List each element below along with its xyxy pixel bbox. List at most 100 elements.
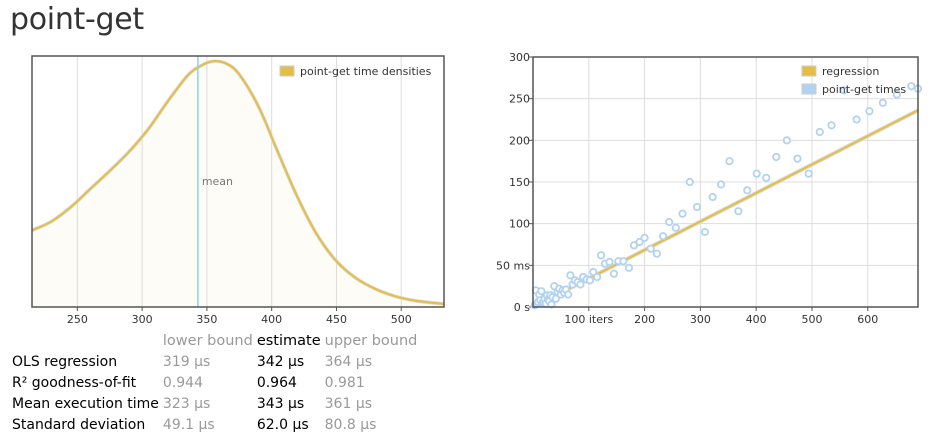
data-point	[646, 244, 655, 253]
stats-estimate: 0.964	[256, 374, 297, 391]
stats-estimate: 62.0 μs	[256, 416, 309, 433]
y-tick-label: 100	[509, 218, 530, 231]
data-point	[878, 98, 887, 107]
y-tick-label: 250	[509, 93, 530, 106]
stats-header-upper: upper bound	[324, 332, 418, 349]
stats-estimate: 343 μs	[256, 395, 305, 412]
data-point	[658, 232, 668, 241]
data-point	[585, 276, 595, 285]
data-point	[635, 237, 644, 247]
stats-label: OLS regression	[12, 353, 118, 370]
plot-border	[31, 55, 445, 308]
x-tick-label: 450	[326, 313, 347, 326]
page-title: point-get	[10, 2, 144, 37]
stats-label: Mean execution time	[12, 395, 159, 412]
data-point	[593, 272, 602, 282]
data-point	[700, 227, 709, 237]
y-tick-label: 150	[509, 176, 530, 189]
data-point	[793, 154, 802, 163]
data-point	[772, 152, 781, 162]
y-tick-label: 50 ms	[496, 259, 530, 272]
data-point	[839, 86, 848, 95]
x-tick-label: 300	[690, 313, 711, 326]
data-point	[708, 192, 717, 202]
x-tick-label: 400	[746, 313, 767, 326]
stats-label: Standard deviation	[12, 416, 146, 433]
data-point	[537, 287, 546, 296]
x-tick-label: 500	[801, 313, 822, 326]
data-point	[827, 121, 836, 130]
data-point	[907, 82, 916, 91]
data-point	[804, 169, 813, 178]
data-point	[652, 249, 661, 258]
legend-swatch-density	[279, 65, 295, 77]
stats-row-r2: R² goodness-of-fit 0.944 0.964 0.981	[12, 372, 421, 393]
y-tick-label: 200	[509, 134, 530, 147]
x-tick-label: 200	[634, 313, 655, 326]
legend-label-density: point-get time densities	[300, 65, 432, 78]
data-point	[589, 267, 598, 277]
density-area	[32, 61, 444, 307]
data-point	[678, 209, 687, 218]
data-point	[564, 290, 573, 299]
legend-swatch-points	[801, 83, 817, 95]
stats-header-estimate: estimate	[256, 332, 321, 349]
x-tick-label: 100 iters	[564, 313, 613, 326]
data-point	[619, 257, 628, 266]
x-tick-label: 600	[857, 313, 878, 326]
x-tick-label: 400	[261, 313, 282, 326]
data-point	[640, 233, 649, 242]
density-line	[31, 60, 445, 305]
data-point	[566, 271, 575, 280]
x-tick-label: 350	[196, 313, 217, 326]
data-point	[665, 217, 674, 227]
stats-estimate: 342 μs	[256, 353, 305, 370]
stats-header-row: lower bound estimate upper bound	[12, 330, 421, 351]
stats-upper: 361 μs	[324, 395, 373, 412]
stats-row-stddev: Standard deviation 49.1 μs 62.0 μs 80.8 …	[12, 414, 421, 435]
data-point	[605, 257, 614, 267]
data-point	[624, 263, 634, 272]
stats-upper: 364 μs	[324, 353, 373, 370]
legend-swatch-regression	[801, 65, 817, 77]
x-tick-label: 250	[67, 313, 88, 326]
y-tick-label: 300	[509, 51, 530, 64]
x-tick-label: 500	[391, 313, 412, 326]
x-tick-label: 300	[132, 313, 153, 326]
stats-table: lower bound estimate upper bound OLS reg…	[12, 330, 421, 435]
stats-lower: 49.1 μs	[162, 416, 215, 433]
data-point	[852, 115, 861, 124]
plot-border	[532, 56, 919, 308]
data-point	[685, 177, 694, 187]
stats-label: R² goodness-of-fit	[12, 374, 137, 391]
stats-row-mean: Mean execution time 323 μs 343 μs 361 μs	[12, 393, 421, 414]
density-chart: 250 300 350 400 450 500 mean point-get time den…	[31, 55, 445, 326]
legend-label-regression: regression	[822, 65, 879, 78]
legend-label-points: point-get times	[822, 83, 906, 96]
data-point	[734, 207, 743, 216]
data-point	[725, 157, 734, 166]
data-point	[762, 173, 771, 182]
data-point	[782, 136, 791, 145]
stats-upper: 0.981	[324, 374, 365, 391]
data-point	[671, 223, 680, 232]
stats-row-ols: OLS regression 319 μs 342 μs 364 μs	[12, 351, 421, 372]
data-point	[865, 107, 874, 116]
y-tick-label: 0 s	[514, 301, 530, 314]
data-point	[752, 169, 761, 178]
data-point	[716, 180, 726, 189]
stats-lower: 323 μs	[162, 395, 211, 412]
stats-header-empty	[12, 330, 163, 351]
stats-header-lower: lower bound	[162, 332, 253, 349]
data-point	[576, 280, 585, 289]
data-point	[743, 186, 752, 195]
data-point	[609, 269, 619, 278]
regression-chart: 0 s 50 ms 100 150 200 250 300 100 iters 200 300 40…	[496, 51, 923, 326]
stats-upper: 80.8 μs	[324, 416, 377, 433]
stats-lower: 0.944	[162, 374, 203, 391]
data-point	[692, 202, 702, 212]
data-point	[892, 90, 901, 99]
data-point	[815, 127, 824, 137]
stats-lower: 319 μs	[162, 353, 211, 370]
mean-label: mean	[202, 175, 233, 188]
